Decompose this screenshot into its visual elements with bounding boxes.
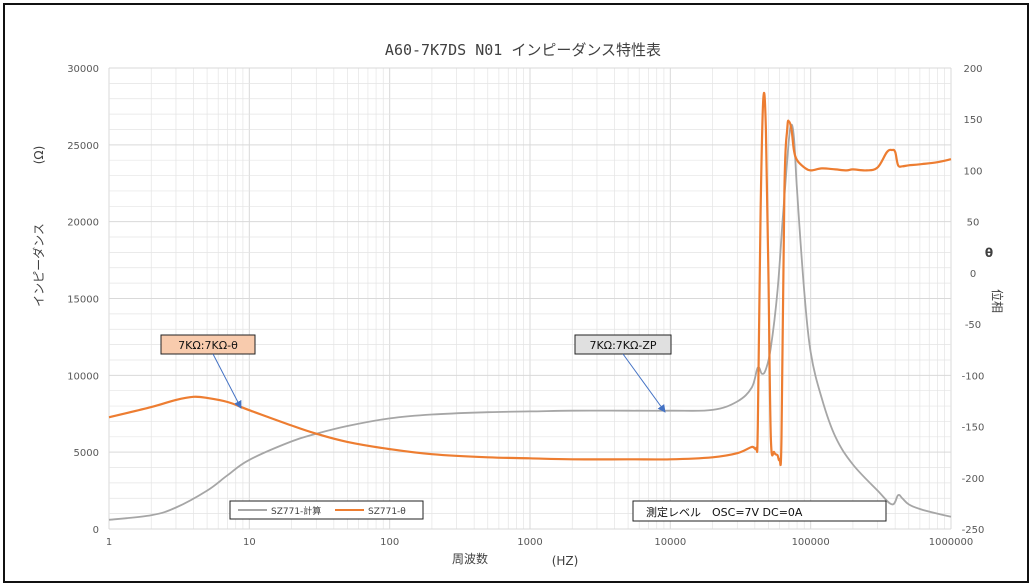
measurement-note-text: 測定レベル OSC=7V DC=0A — [646, 505, 803, 519]
y2-axis-unit: θ — [985, 246, 993, 260]
y-tick-label: 10000 — [67, 371, 99, 382]
theta-callout-arrow — [212, 353, 242, 409]
y2-tick-label: -50 — [965, 320, 981, 331]
x-tick-label: 1000 — [517, 537, 542, 548]
tick-labels: 1 10 100 1000 10000 100000 1000000050001000015… — [67, 64, 984, 548]
legend: SZ771-計算 SZ771-θ — [229, 500, 424, 520]
y2-tick-label: -200 — [962, 474, 985, 485]
x-axis-label: 周波数 — [452, 551, 488, 566]
y2-axis-label: 位相 — [990, 289, 1005, 313]
theta-callout-label: 7KΩ:7KΩ-θ — [178, 339, 238, 352]
y2-tick-label: 50 — [967, 218, 980, 229]
x-axis-unit: (HZ) — [552, 554, 579, 568]
y2-tick-label: -100 — [962, 371, 985, 382]
chart-title: A60-7K7DS N01 インピーダンス特性表 — [385, 41, 661, 59]
zp-callout-label: 7KΩ:7KΩ-ZP — [589, 339, 656, 352]
series-layer — [108, 91, 952, 521]
x-tick-label: 10000 — [654, 537, 686, 548]
zp-callout: 7KΩ:7KΩ-ZP — [574, 334, 672, 413]
zp-callout-arrow — [622, 353, 666, 413]
y-tick-label: 30000 — [67, 64, 99, 75]
y-tick-label: 0 — [93, 525, 99, 536]
y2-tick-label: 100 — [963, 166, 982, 177]
theta-callout: 7KΩ:7KΩ-θ — [160, 334, 256, 409]
y2-tick-label: 0 — [970, 269, 976, 280]
legend-label-theta: SZ771-θ — [368, 507, 406, 517]
y2-tick-label: -150 — [962, 423, 985, 434]
x-tick-label: 100000 — [792, 537, 830, 548]
grid-lines — [108, 67, 952, 530]
x-tick-label: 1 — [106, 537, 112, 548]
y-tick-label: 20000 — [67, 218, 99, 229]
y-axis-unit: (Ω) — [32, 146, 46, 165]
y-tick-label: 25000 — [67, 141, 99, 152]
series-line-sz771-theta — [108, 91, 952, 467]
x-tick-label: 1000000 — [929, 537, 974, 548]
chart-frame: 1 10 100 1000 10000 100000 1000000 0 5000 10000 15… — [3, 3, 1029, 583]
y2-tick-label: -250 — [962, 525, 985, 536]
x-tick-label: 100 — [380, 537, 399, 548]
y-tick-label: 15000 — [67, 295, 99, 306]
y-tick-label: 5000 — [74, 448, 99, 459]
measurement-note-box — [632, 500, 887, 522]
y-axis-label: インピーダンス — [31, 223, 46, 307]
legend-box — [229, 500, 424, 520]
theta-callout-box — [160, 334, 256, 355]
y2-tick-label: 200 — [963, 64, 982, 75]
legend-label-zp: SZ771-計算 — [271, 505, 321, 517]
impedance-chart: 1 10 100 1000 10000 100000 1000000050001000015… — [31, 41, 1005, 568]
measurement-note: 測定レベル OSC=7V DC=0A — [632, 500, 887, 522]
y2-tick-label: 150 — [963, 115, 982, 126]
x-tick-label: 10 — [243, 537, 256, 548]
